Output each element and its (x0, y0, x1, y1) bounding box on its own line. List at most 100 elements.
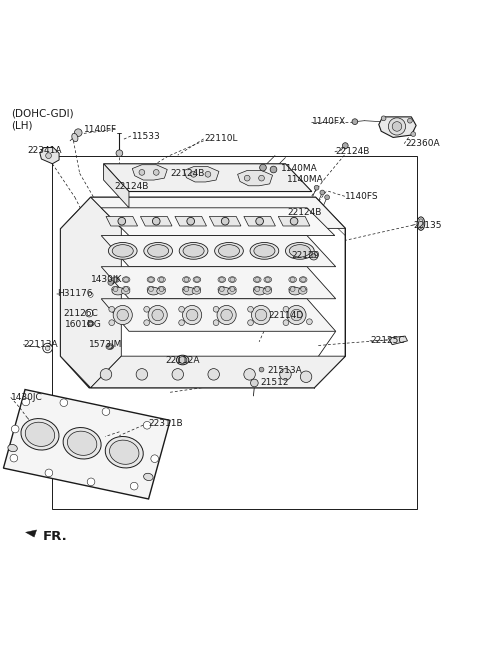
Circle shape (221, 310, 232, 321)
Text: H31176: H31176 (57, 289, 93, 298)
Circle shape (194, 287, 199, 291)
Polygon shape (388, 336, 408, 345)
Text: 22135: 22135 (413, 221, 442, 230)
Ellipse shape (250, 242, 279, 259)
Circle shape (324, 195, 329, 200)
Circle shape (151, 455, 158, 462)
Circle shape (182, 306, 202, 325)
Circle shape (320, 190, 324, 195)
Ellipse shape (112, 287, 124, 295)
Circle shape (22, 398, 30, 406)
Polygon shape (104, 164, 129, 208)
Circle shape (255, 310, 267, 321)
Ellipse shape (157, 277, 165, 283)
Circle shape (74, 129, 82, 136)
Ellipse shape (147, 287, 159, 295)
Text: 22341A: 22341A (27, 146, 61, 155)
Circle shape (117, 310, 129, 321)
Polygon shape (141, 216, 172, 226)
Text: 22112A: 22112A (166, 357, 200, 366)
Ellipse shape (300, 286, 307, 292)
Ellipse shape (253, 277, 261, 283)
Text: 21126C: 21126C (63, 309, 97, 317)
Ellipse shape (25, 422, 55, 447)
Polygon shape (91, 197, 345, 229)
Polygon shape (278, 216, 310, 226)
Circle shape (248, 306, 253, 312)
Polygon shape (40, 148, 59, 164)
Circle shape (300, 371, 312, 383)
Circle shape (291, 310, 302, 321)
Circle shape (149, 287, 154, 291)
Text: 22124B: 22124B (336, 148, 370, 156)
Circle shape (280, 368, 291, 380)
Circle shape (310, 251, 318, 260)
Ellipse shape (112, 277, 120, 283)
Text: 22360A: 22360A (405, 139, 440, 148)
Circle shape (88, 293, 93, 297)
Text: 22125C: 22125C (370, 336, 405, 345)
Circle shape (270, 166, 277, 173)
Text: 1140FF: 1140FF (84, 125, 118, 134)
Circle shape (283, 320, 289, 326)
Circle shape (124, 287, 129, 291)
Circle shape (186, 310, 198, 321)
Text: 1601DG: 1601DG (65, 319, 102, 328)
Circle shape (265, 287, 270, 291)
Circle shape (153, 217, 160, 225)
Text: 22114D: 22114D (269, 311, 304, 321)
Circle shape (118, 217, 126, 225)
Ellipse shape (67, 431, 97, 455)
Text: 1430JC: 1430JC (11, 393, 43, 402)
Circle shape (10, 454, 18, 462)
Text: 1140FS: 1140FS (345, 192, 379, 201)
Polygon shape (25, 530, 36, 537)
Circle shape (248, 320, 253, 326)
Circle shape (172, 368, 183, 380)
Circle shape (113, 306, 132, 325)
Text: (DOHC-GDI)
(LH): (DOHC-GDI) (LH) (11, 109, 74, 131)
Circle shape (194, 278, 199, 282)
Polygon shape (3, 390, 170, 499)
Ellipse shape (264, 286, 272, 292)
Ellipse shape (228, 277, 236, 283)
Polygon shape (184, 167, 219, 182)
Polygon shape (101, 208, 335, 236)
Circle shape (45, 345, 50, 351)
Circle shape (108, 279, 114, 285)
Circle shape (259, 367, 264, 372)
Circle shape (43, 343, 52, 353)
Circle shape (352, 119, 358, 125)
Text: 22110L: 22110L (204, 135, 238, 144)
Polygon shape (104, 164, 312, 191)
Ellipse shape (122, 286, 130, 292)
Circle shape (217, 306, 236, 325)
Ellipse shape (87, 321, 94, 326)
Circle shape (255, 278, 260, 282)
Circle shape (159, 278, 164, 282)
Circle shape (411, 132, 416, 136)
Circle shape (381, 116, 386, 121)
Text: 1140MA: 1140MA (281, 164, 317, 173)
Circle shape (213, 306, 219, 312)
Circle shape (136, 368, 148, 380)
Text: 21512: 21512 (260, 379, 288, 387)
Ellipse shape (179, 242, 208, 259)
Ellipse shape (193, 277, 201, 283)
Ellipse shape (8, 445, 17, 452)
Circle shape (46, 153, 51, 159)
Text: 1140MA: 1140MA (287, 174, 324, 183)
Polygon shape (238, 170, 273, 186)
Circle shape (314, 185, 319, 190)
Ellipse shape (112, 286, 120, 292)
Circle shape (12, 425, 19, 433)
Circle shape (208, 368, 219, 380)
Circle shape (102, 408, 110, 415)
Circle shape (287, 306, 306, 325)
Text: 22124B: 22124B (287, 208, 321, 217)
Circle shape (116, 150, 123, 157)
Ellipse shape (148, 245, 168, 257)
Circle shape (144, 306, 150, 312)
Text: 22113A: 22113A (24, 340, 58, 349)
Circle shape (60, 399, 68, 407)
